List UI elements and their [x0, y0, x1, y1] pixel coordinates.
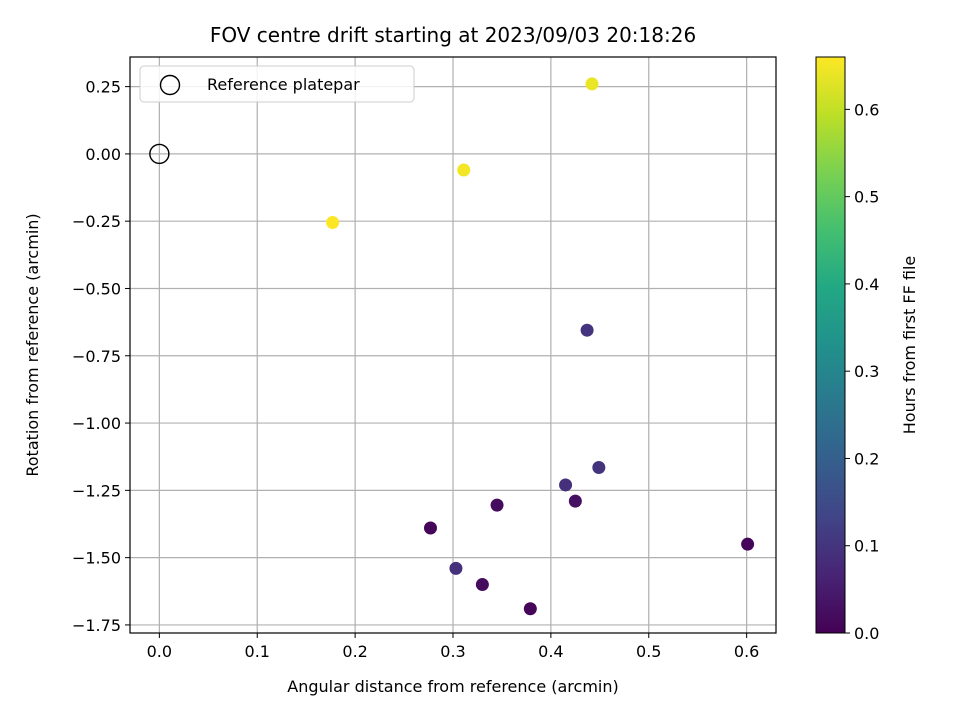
data-point	[326, 216, 340, 230]
data-point	[741, 537, 755, 551]
data-point	[559, 478, 573, 492]
data-point	[580, 323, 594, 337]
colorbar: 0.0 0.1 0.2 0.3 0.4 0.5 0.6 Hours from first F…	[815, 56, 919, 643]
y-tick-label: 0.00	[85, 145, 121, 164]
y-tick-label: −1.00	[72, 414, 121, 433]
data-point	[457, 163, 471, 177]
legend-box	[139, 65, 415, 103]
y-axis-label: Rotation from reference (arcmin)	[23, 213, 42, 476]
x-tick-label: 0.3	[440, 642, 465, 661]
data-point	[423, 521, 437, 535]
x-tick-label: 0.4	[538, 642, 563, 661]
y-tick-label: −1.50	[72, 549, 121, 568]
reference-point	[149, 143, 170, 165]
data-point	[568, 494, 582, 508]
chart-title: FOV centre drift starting at 2023/09/03 …	[210, 23, 696, 47]
colorbar-tick-label: 0.2	[854, 449, 879, 468]
colorbar-gradient	[815, 56, 846, 634]
data-point	[449, 561, 463, 575]
y-axis-ticks: 0.25 0.00 −0.25 −0.50 −0.75 −1.00 −1.25 −1.50 −1…	[72, 78, 130, 635]
data-point	[490, 498, 504, 512]
x-tick-label: 0.2	[342, 642, 367, 661]
x-axis-ticks: 0.0 0.1 0.2 0.3 0.4 0.5 0.6	[147, 633, 759, 661]
y-tick-label: −0.50	[72, 279, 121, 298]
colorbar-tick-label: 0.1	[854, 537, 879, 556]
data-point	[585, 77, 599, 91]
data-point	[592, 460, 606, 474]
colorbar-tick-label: 0.5	[854, 188, 879, 207]
legend: Reference platepar	[139, 65, 415, 103]
y-tick-label: −1.25	[72, 481, 121, 500]
colorbar-tick-label: 0.3	[854, 362, 879, 381]
x-tick-label: 0.1	[245, 642, 270, 661]
y-tick-label: −0.25	[72, 212, 121, 231]
reference-marker	[149, 143, 170, 165]
y-tick-label: −1.75	[72, 616, 121, 635]
y-tick-label: 0.25	[85, 78, 121, 97]
data-point	[523, 602, 537, 616]
colorbar-tick-label: 0.0	[854, 624, 879, 643]
x-tick-label: 0.5	[636, 642, 661, 661]
data-point	[475, 578, 489, 592]
legend-label-reference: Reference platepar	[207, 75, 360, 94]
x-axis-label: Angular distance from reference (arcmin)	[287, 677, 618, 696]
data-points	[326, 77, 755, 616]
x-tick-label: 0.6	[734, 642, 759, 661]
colorbar-tick-label: 0.4	[854, 275, 879, 294]
colorbar-ticks: 0.0 0.1 0.2 0.3 0.4 0.5 0.6	[845, 100, 879, 643]
y-tick-label: −0.75	[72, 347, 121, 366]
x-tick-label: 0.0	[147, 642, 172, 661]
legend-marker-reference	[159, 74, 181, 96]
colorbar-tick-label: 0.6	[854, 100, 879, 119]
colorbar-label: Hours from first FF file	[900, 256, 919, 435]
grid-lines	[130, 57, 776, 633]
